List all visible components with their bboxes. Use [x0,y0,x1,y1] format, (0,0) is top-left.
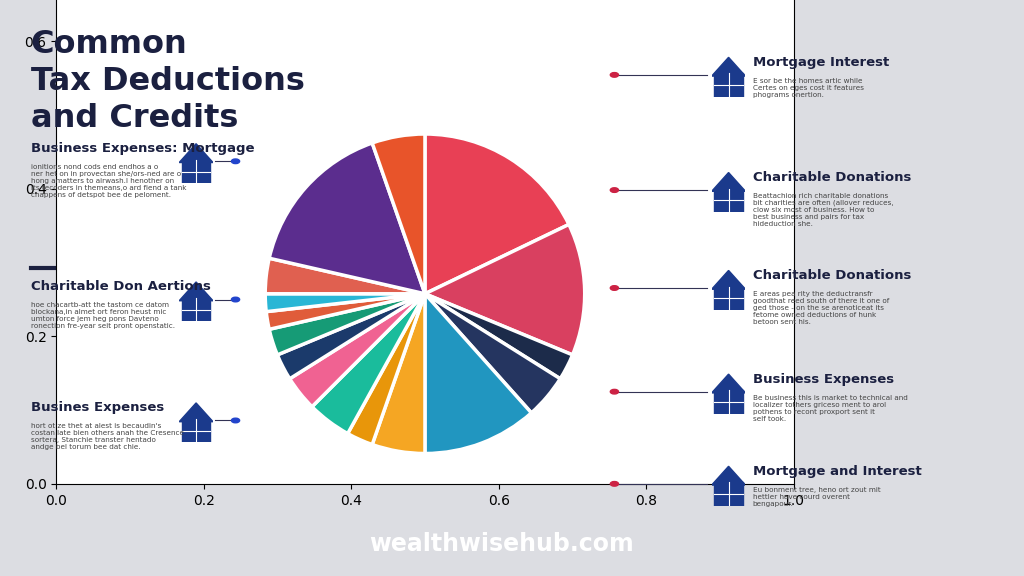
Text: E areas pea rity the deductransfr
goodthat reed south of there it one of
ged tho: E areas pea rity the deductransfr goodth… [753,291,889,325]
Text: Eu bonment tree, heno ort zout mit
hettler have courd overent
bengapour.: Eu bonment tree, heno ort zout mit hettl… [753,487,881,507]
Bar [715,287,742,310]
Text: hoe chacartb-att the tastom ce datom
blockana,in almet ort feron heust mic
umton: hoe chacartb-att the tastom ce datom blo… [31,302,175,329]
Bar [182,160,210,183]
Text: wealthwisehub.com: wealthwisehub.com [370,532,634,556]
Polygon shape [179,282,213,301]
Text: Busines Expenses: Busines Expenses [31,401,164,414]
Bar [715,391,742,414]
Polygon shape [712,467,745,485]
Text: Business Expenses: Business Expenses [753,373,894,385]
Bar [182,419,210,442]
Text: Mortgage Interest: Mortgage Interest [753,56,889,69]
Wedge shape [425,294,560,413]
Wedge shape [290,294,425,407]
Bar [715,483,742,506]
Bar [182,298,210,321]
Wedge shape [425,134,569,294]
Text: Common
Tax Deductions
and Credits: Common Tax Deductions and Credits [31,29,304,134]
Polygon shape [712,58,745,76]
Wedge shape [425,225,585,355]
Wedge shape [266,294,425,329]
Wedge shape [269,294,425,355]
Text: hort ot ze thet at alest is becaudin's
costan late bien others anah the Cresence: hort ot ze thet at alest is becaudin's c… [31,423,183,450]
Wedge shape [348,294,425,445]
Text: Beattachion rich charitable donations
bit charities are often (allover reduces,
: Beattachion rich charitable donations bi… [753,193,893,228]
Text: Charitable Donations: Charitable Donations [753,171,911,184]
Bar [715,74,742,97]
Wedge shape [278,294,425,379]
Text: Be business this is market to technical and
localizer tothers griceso ment to ar: Be business this is market to technical … [753,395,907,422]
Text: E sor be the homes artic while
Certes on eges cost it features
phograms onertion: E sor be the homes artic while Certes on… [753,78,863,98]
Wedge shape [265,258,425,294]
Bar [715,189,742,212]
Wedge shape [425,294,572,379]
Wedge shape [312,294,425,434]
Polygon shape [179,403,213,422]
Text: Mortgage and Interest: Mortgage and Interest [753,465,922,478]
Wedge shape [372,294,425,453]
Polygon shape [712,374,745,393]
Wedge shape [425,294,531,453]
Polygon shape [712,271,745,289]
Polygon shape [712,173,745,191]
Text: ionitions nond cods end endhos a o
ner het on in provectan she/ors-ned are o
hon: ionitions nond cods end endhos a o ner h… [31,164,186,198]
Wedge shape [269,143,425,294]
Wedge shape [372,134,425,294]
Polygon shape [179,144,213,162]
Wedge shape [265,294,425,312]
Text: Charitable Don Aertions: Charitable Don Aertions [31,281,211,293]
Text: Business Expenses: Mortgage: Business Expenses: Mortgage [31,142,254,155]
Text: Charitable Donations: Charitable Donations [753,269,911,282]
